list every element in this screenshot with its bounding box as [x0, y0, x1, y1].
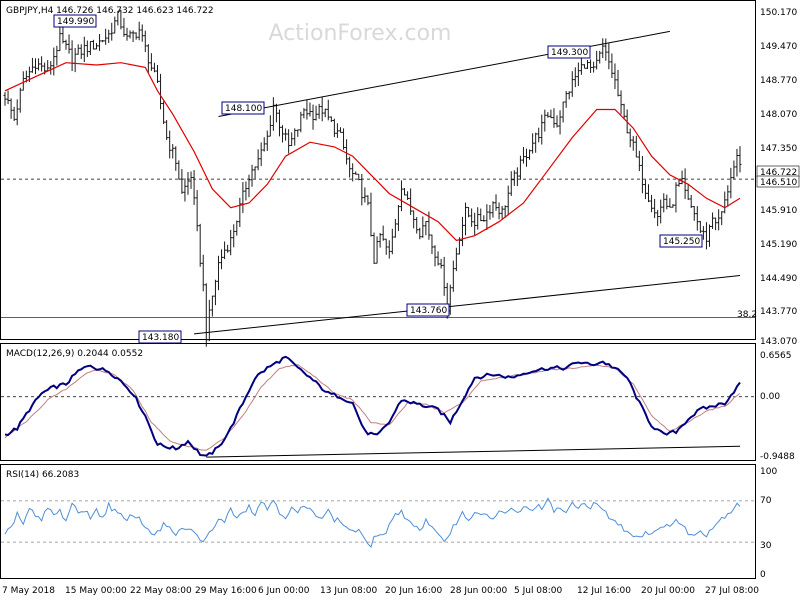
x-tick: 27 Jul 08:00	[705, 586, 759, 596]
close-price-box	[756, 175, 800, 188]
x-tick: 15 May 00:00	[65, 586, 127, 596]
y-tick: 148.070	[760, 110, 797, 120]
label-low-143180: 143.180	[142, 333, 179, 343]
label-box-low	[138, 330, 182, 344]
label-149300: 149.300	[551, 48, 588, 58]
y-tick: 145.190	[760, 240, 797, 250]
rsi-line	[4, 497, 741, 548]
rsi-panel-frame	[0, 464, 756, 579]
macd-trendline	[206, 445, 741, 458]
rsi-y-tick: 100	[760, 467, 777, 477]
label-box-148100	[221, 101, 265, 115]
rsi-panel-title: RSI(14) 66.2083	[6, 470, 79, 480]
macd-series	[1, 355, 755, 458]
macd-panel-title: MACD(12,26,9) 0.2044 0.0552	[6, 349, 143, 359]
fib-label: 38.2	[737, 310, 757, 320]
watermark: ActionForex.com	[269, 21, 452, 46]
y-tick: 147.350	[760, 144, 797, 154]
price-annotations: 149.990 149.300 148.100 145.250 143.760 …	[53, 14, 757, 344]
label-box-143760	[406, 303, 450, 317]
y-tick: 149.470	[760, 42, 797, 52]
x-tick: 5 Jul 08:00	[514, 586, 563, 596]
y-tick: 144.490	[760, 274, 797, 284]
x-tick: 6 Jun 00:00	[258, 586, 310, 596]
x-tick: 7 May 2018	[2, 586, 55, 596]
y-tick: 150.170	[760, 8, 797, 18]
label-148100: 148.100	[225, 104, 262, 114]
moving-average-line	[4, 62, 741, 242]
label-box-high	[53, 14, 97, 28]
x-tick: 22 May 08:00	[130, 586, 192, 596]
rsi-y-tick: 30	[760, 541, 772, 551]
trendline-upper	[218, 30, 670, 117]
x-tick: 12 Jul 16:00	[577, 586, 631, 596]
y-tick: 143.070	[760, 337, 797, 347]
label-box-145250	[659, 234, 703, 248]
main-y-axis: 150.170 149.470 148.770 148.070 147.350 …	[760, 8, 797, 347]
price-series	[1, 9, 755, 347]
x-tick: 13 Jun 08:00	[320, 586, 377, 596]
rsi-y-tick: 70	[760, 496, 772, 506]
rsi-series	[1, 497, 755, 548]
macd-line	[4, 355, 741, 457]
macd-y-tick: -0.9488	[760, 452, 795, 462]
x-tick: 28 Jun 00:00	[450, 586, 507, 596]
macd-signal-line	[4, 364, 741, 451]
label-145250: 145.250	[663, 237, 700, 247]
label-143760: 143.760	[410, 306, 447, 316]
macd-y-tick: 0.00	[760, 392, 780, 402]
main-panel-title: GBPJPY,H4 146.726 146.732 146.623 146.72…	[6, 6, 214, 16]
y-tick: 143.770	[760, 307, 797, 317]
x-tick: 20 Jun 16:00	[385, 586, 442, 596]
x-tick: 29 May 16:00	[195, 586, 257, 596]
close-price-label: 146.510	[760, 178, 797, 188]
x-tick: 20 Jul 00:00	[641, 586, 695, 596]
main-panel-frame	[0, 0, 756, 340]
macd-y-tick: 0.6565	[760, 351, 792, 361]
x-axis: 7 May 2018 15 May 00:00 22 May 08:00 29 …	[2, 586, 759, 596]
label-high-149990: 149.990	[57, 17, 94, 27]
y-tick: 145.910	[760, 206, 797, 216]
label-box-149300	[547, 45, 591, 59]
rsi-y-tick: 0	[760, 570, 766, 580]
macd-panel-frame	[0, 343, 756, 461]
current-price-label: 146.722	[760, 168, 797, 178]
y-tick: 148.770	[760, 76, 797, 86]
trendline-lower	[194, 274, 741, 335]
